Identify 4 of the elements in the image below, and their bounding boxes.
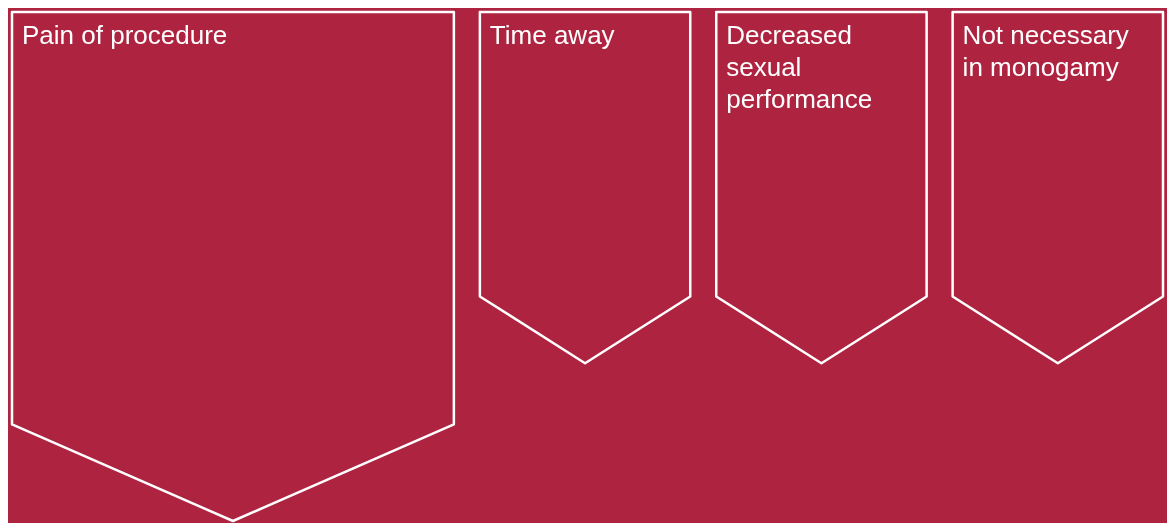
x-tick-label: Pain of procedure	[22, 20, 228, 50]
x-tick-label: Time away	[489, 20, 615, 50]
x-tick-label: Decreased sexual performance	[726, 20, 873, 114]
x-tick-label: Not necessary in monogamy	[962, 20, 1129, 82]
